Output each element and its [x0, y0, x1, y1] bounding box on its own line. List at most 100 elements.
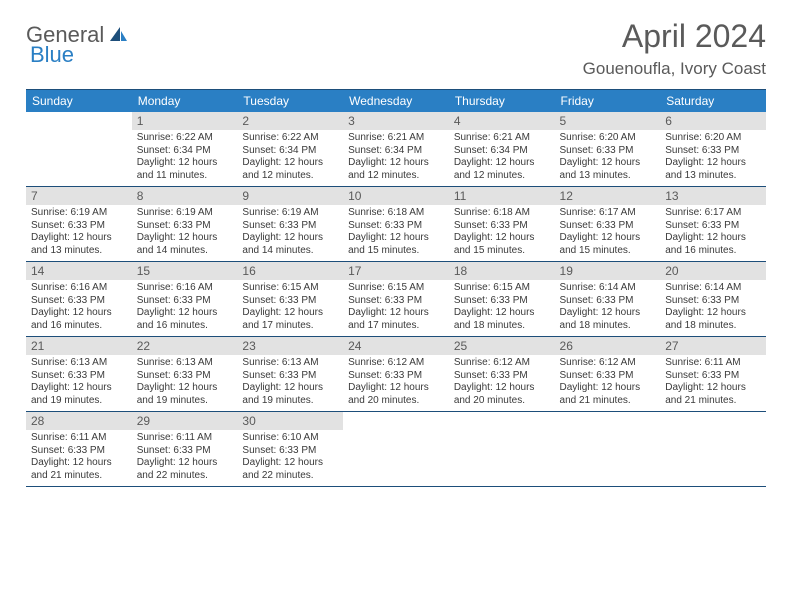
sunset-text: Sunset: 6:33 PM: [665, 370, 761, 383]
daylight-text: Daylight: 12 hours and 13 minutes.: [31, 232, 127, 257]
day-body: Sunrise: 6:17 AMSunset: 6:33 PMDaylight:…: [660, 205, 766, 261]
day-body: Sunrise: 6:17 AMSunset: 6:33 PMDaylight:…: [555, 205, 661, 261]
sunset-text: Sunset: 6:33 PM: [665, 220, 761, 233]
day-body: Sunrise: 6:22 AMSunset: 6:34 PMDaylight:…: [237, 130, 343, 186]
sunset-text: Sunset: 6:33 PM: [348, 295, 444, 308]
sunrise-text: Sunrise: 6:11 AM: [31, 432, 127, 445]
day-body: Sunrise: 6:11 AMSunset: 6:33 PMDaylight:…: [660, 355, 766, 411]
day-cell: 19Sunrise: 6:14 AMSunset: 6:33 PMDayligh…: [555, 262, 661, 336]
day-cell: 8 Sunrise: 6:19 AMSunset: 6:33 PMDaylight…: [132, 187, 238, 261]
day-body: Sunrise: 6:13 AMSunset: 6:33 PMDaylight:…: [26, 355, 132, 411]
day-cell: 25Sunrise: 6:12 AMSunset: 6:33 PMDayligh…: [449, 337, 555, 411]
daylight-text: Daylight: 12 hours and 16 minutes.: [137, 307, 233, 332]
day-number: 9: [237, 187, 343, 205]
daylight-text: Daylight: 12 hours and 18 minutes.: [560, 307, 656, 332]
day-header-friday: Friday: [555, 90, 661, 112]
day-number: 8: [132, 187, 238, 205]
day-cell: 1Sunrise: 6:22 AMSunset: 6:34 PMDaylight…: [132, 112, 238, 186]
day-number: 6: [660, 112, 766, 130]
day-number: 13: [660, 187, 766, 205]
sunset-text: Sunset: 6:33 PM: [454, 220, 550, 233]
sunset-text: Sunset: 6:33 PM: [137, 220, 233, 233]
day-number: 30: [237, 412, 343, 430]
week-row: 28Sunrise: 6:11 AMSunset: 6:33 PMDayligh…: [26, 412, 766, 487]
day-cell: 9Sunrise: 6:19 AMSunset: 6:33 PMDaylight…: [237, 187, 343, 261]
daylight-text: Daylight: 12 hours and 12 minutes.: [348, 157, 444, 182]
day-cell: 5Sunrise: 6:20 AMSunset: 6:33 PMDaylight…: [555, 112, 661, 186]
day-number: 16: [237, 262, 343, 280]
day-number: 3: [343, 112, 449, 130]
title-block: April 2024 Gouenoufla, Ivory Coast: [583, 18, 766, 79]
daylight-text: Daylight: 12 hours and 17 minutes.: [348, 307, 444, 332]
day-body: Sunrise: 6:12 AMSunset: 6:33 PMDaylight:…: [343, 355, 449, 411]
day-body: Sunrise: 6:11 AMSunset: 6:33 PMDaylight:…: [26, 430, 132, 486]
sunrise-text: Sunrise: 6:21 AM: [348, 132, 444, 145]
day-body: Sunrise: 6:18 AMSunset: 6:33 PMDaylight:…: [449, 205, 555, 261]
sunset-text: Sunset: 6:33 PM: [665, 295, 761, 308]
sunrise-text: Sunrise: 6:12 AM: [454, 357, 550, 370]
daylight-text: Daylight: 12 hours and 22 minutes.: [242, 457, 338, 482]
day-cell: 29Sunrise: 6:11 AMSunset: 6:33 PMDayligh…: [132, 412, 238, 486]
day-cell: [26, 112, 132, 186]
sunset-text: Sunset: 6:34 PM: [137, 145, 233, 158]
day-body: Sunrise: 6:20 AMSunset: 6:33 PMDaylight:…: [660, 130, 766, 186]
sunrise-text: Sunrise: 6:22 AM: [242, 132, 338, 145]
day-body: Sunrise: 6:13 AMSunset: 6:33 PMDaylight:…: [132, 355, 238, 411]
day-number: 21: [26, 337, 132, 355]
location: Gouenoufla, Ivory Coast: [583, 59, 766, 79]
day-number: 17: [343, 262, 449, 280]
day-cell: 30Sunrise: 6:10 AMSunset: 6:33 PMDayligh…: [237, 412, 343, 486]
day-body: Sunrise: 6:14 AMSunset: 6:33 PMDaylight:…: [555, 280, 661, 336]
day-cell: 27Sunrise: 6:11 AMSunset: 6:33 PMDayligh…: [660, 337, 766, 411]
sunset-text: Sunset: 6:33 PM: [242, 220, 338, 233]
day-number: 28: [26, 412, 132, 430]
daylight-text: Daylight: 12 hours and 12 minutes.: [242, 157, 338, 182]
sunset-text: Sunset: 6:34 PM: [348, 145, 444, 158]
day-number: 29: [132, 412, 238, 430]
day-body: Sunrise: 6:21 AMSunset: 6:34 PMDaylight:…: [343, 130, 449, 186]
sunrise-text: Sunrise: 6:20 AM: [560, 132, 656, 145]
daylight-text: Daylight: 12 hours and 18 minutes.: [665, 307, 761, 332]
day-header-monday: Monday: [132, 90, 238, 112]
day-number: 22: [132, 337, 238, 355]
daylight-text: Daylight: 12 hours and 20 minutes.: [454, 382, 550, 407]
day-cell: 17 Sunrise: 6:15 AMSunset: 6:33 PMDayligh…: [343, 262, 449, 336]
daylight-text: Daylight: 12 hours and 15 minutes.: [348, 232, 444, 257]
sunrise-text: Sunrise: 6:19 AM: [242, 207, 338, 220]
day-cell: 23Sunrise: 6:13 AMSunset: 6:33 PMDayligh…: [237, 337, 343, 411]
sunset-text: Sunset: 6:33 PM: [560, 370, 656, 383]
sunrise-text: Sunrise: 6:15 AM: [348, 282, 444, 295]
day-cell: 13Sunrise: 6:17 AMSunset: 6:33 PMDayligh…: [660, 187, 766, 261]
sunset-text: Sunset: 6:34 PM: [454, 145, 550, 158]
day-number: 10: [343, 187, 449, 205]
sunrise-text: Sunrise: 6:19 AM: [137, 207, 233, 220]
day-cell: [555, 412, 661, 486]
daylight-text: Daylight: 12 hours and 21 minutes.: [560, 382, 656, 407]
week-row: 1Sunrise: 6:22 AMSunset: 6:34 PMDaylight…: [26, 112, 766, 187]
day-cell: 18Sunrise: 6:15 AMSunset: 6:33 PMDayligh…: [449, 262, 555, 336]
sunset-text: Sunset: 6:33 PM: [348, 220, 444, 233]
daylight-text: Daylight: 12 hours and 22 minutes.: [137, 457, 233, 482]
daylight-text: Daylight: 12 hours and 19 minutes.: [137, 382, 233, 407]
sunrise-text: Sunrise: 6:11 AM: [137, 432, 233, 445]
day-body: Sunrise: 6:10 AMSunset: 6:33 PMDaylight:…: [237, 430, 343, 486]
day-cell: 4Sunrise: 6:21 AMSunset: 6:34 PMDaylight…: [449, 112, 555, 186]
day-number: 24: [343, 337, 449, 355]
daylight-text: Daylight: 12 hours and 13 minutes.: [560, 157, 656, 182]
day-cell: 20Sunrise: 6:14 AMSunset: 6:33 PMDayligh…: [660, 262, 766, 336]
day-cell: 16Sunrise: 6:15 AMSunset: 6:33 PMDayligh…: [237, 262, 343, 336]
day-body: Sunrise: 6:16 AMSunset: 6:33 PMDaylight:…: [132, 280, 238, 336]
day-cell: [449, 412, 555, 486]
daylight-text: Daylight: 12 hours and 20 minutes.: [348, 382, 444, 407]
sunrise-text: Sunrise: 6:13 AM: [31, 357, 127, 370]
day-body: Sunrise: 6:19 AMSunset: 6:33 PMDaylight:…: [237, 205, 343, 261]
week-row: 21Sunrise: 6:13 AMSunset: 6:33 PMDayligh…: [26, 337, 766, 412]
day-body: Sunrise: 6:12 AMSunset: 6:33 PMDaylight:…: [449, 355, 555, 411]
daylight-text: Daylight: 12 hours and 14 minutes.: [137, 232, 233, 257]
sunrise-text: Sunrise: 6:17 AM: [560, 207, 656, 220]
day-body: Sunrise: 6:12 AMSunset: 6:33 PMDaylight:…: [555, 355, 661, 411]
day-number: 23: [237, 337, 343, 355]
day-body: Sunrise: 6:14 AMSunset: 6:33 PMDaylight:…: [660, 280, 766, 336]
daylight-text: Daylight: 12 hours and 15 minutes.: [560, 232, 656, 257]
sunrise-text: Sunrise: 6:18 AM: [348, 207, 444, 220]
